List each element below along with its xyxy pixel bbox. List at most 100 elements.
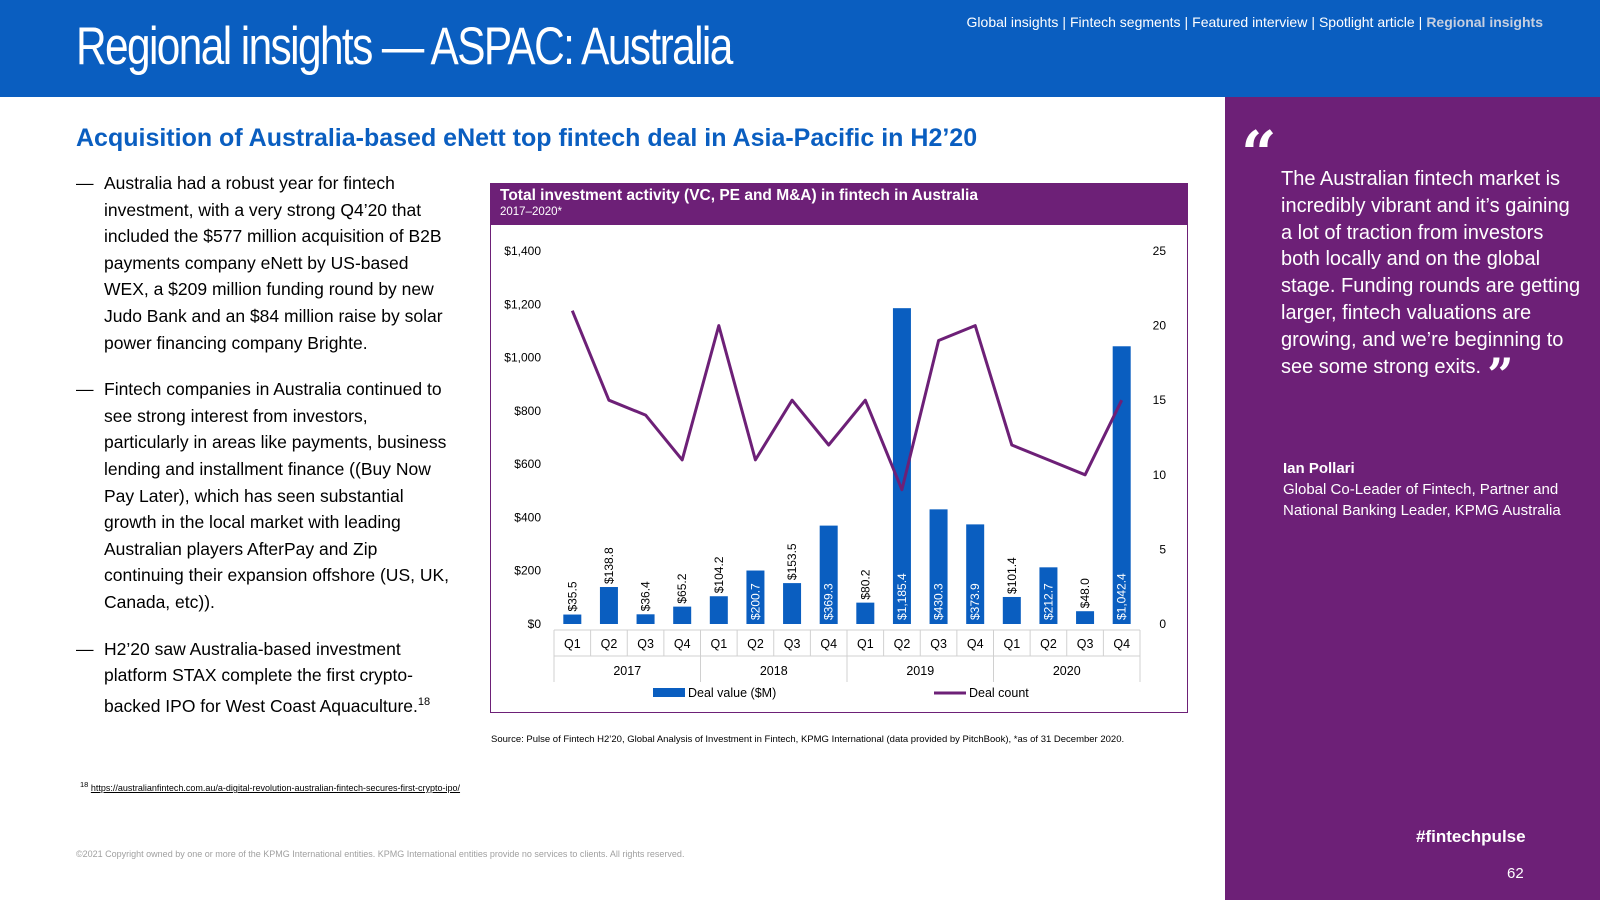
x-tick-label: Q3 bbox=[930, 637, 947, 651]
y-right-tick-label: 20 bbox=[1153, 319, 1167, 333]
nav-regional-insights[interactable]: Regional insights bbox=[1426, 14, 1543, 30]
bar bbox=[599, 587, 618, 624]
bar-value-label: $1,042.4 bbox=[1115, 573, 1129, 620]
legend-line-label: Deal count bbox=[969, 686, 1029, 700]
bullet-text: H2’20 saw Australia-based investment pla… bbox=[104, 638, 418, 716]
nav-spotlight-article[interactable]: Spotlight article bbox=[1318, 14, 1415, 30]
page-title: Regional insights — ASPAC: Australia bbox=[76, 17, 733, 76]
x-tick-label: Q2 bbox=[747, 637, 764, 651]
open-quote-icon: “ bbox=[1241, 117, 1277, 190]
y-left-tick-label: $0 bbox=[528, 617, 542, 631]
bar-value-label: $80.2 bbox=[858, 569, 872, 599]
y-left-tick-label: $1,000 bbox=[504, 351, 541, 365]
bar bbox=[1039, 567, 1058, 624]
nav-separator: | bbox=[1311, 14, 1315, 30]
chart-title: Total investment activity (VC, PE and M&… bbox=[500, 187, 978, 204]
x-tick-label: Q1 bbox=[710, 637, 727, 651]
y-left-tick-label: $800 bbox=[514, 404, 541, 418]
bar bbox=[856, 602, 875, 624]
chart-header: Total investment activity (VC, PE and M&… bbox=[491, 184, 1187, 225]
x-tick-label: Q2 bbox=[894, 637, 911, 651]
bar-value-label: $430.3 bbox=[932, 583, 946, 620]
bar-value-label: $104.2 bbox=[712, 556, 726, 593]
bar bbox=[929, 509, 948, 624]
x-tick-label: Q4 bbox=[820, 637, 837, 651]
y-left-tick-label: $600 bbox=[514, 457, 541, 471]
bar bbox=[966, 524, 985, 624]
nav-separator: | bbox=[1184, 14, 1189, 30]
x-tick-label: Q1 bbox=[564, 637, 581, 651]
x-tick-label: Q3 bbox=[784, 637, 801, 651]
x-tick-label: Q2 bbox=[601, 637, 618, 651]
bar bbox=[563, 614, 582, 624]
bar bbox=[1002, 596, 1021, 624]
footnote-ref[interactable]: 18 bbox=[417, 695, 431, 708]
y-right-tick-label: 10 bbox=[1153, 468, 1167, 482]
bar-value-label: $65.2 bbox=[675, 573, 689, 603]
bar-value-label: $153.5 bbox=[785, 543, 799, 580]
bar-value-label: $138.8 bbox=[602, 547, 616, 584]
x-year-label: 2018 bbox=[760, 664, 788, 678]
x-year-label: 2017 bbox=[613, 664, 641, 678]
bullet-list: — Australia had a robust year for fintec… bbox=[76, 170, 456, 739]
nav-fintech-segments[interactable]: Fintech segments bbox=[1070, 14, 1181, 30]
legend-bar-label: Deal value ($M) bbox=[688, 686, 776, 700]
x-tick-label: Q3 bbox=[637, 637, 654, 651]
x-year-label: 2020 bbox=[1053, 664, 1081, 678]
bar bbox=[746, 570, 765, 624]
bar bbox=[819, 525, 838, 624]
x-tick-label: Q1 bbox=[1003, 637, 1020, 651]
nav-separator: | bbox=[1418, 14, 1423, 30]
x-tick-label: Q4 bbox=[1113, 637, 1130, 651]
quote-text: The Australian fintech market is incredi… bbox=[1281, 166, 1581, 398]
source-note: Source: Pulse of Fintech H2’20, Global A… bbox=[491, 734, 1125, 745]
bar-value-label: $200.7 bbox=[748, 583, 762, 620]
x-tick-label: Q4 bbox=[967, 637, 984, 651]
page-number: 62 bbox=[1507, 865, 1524, 882]
quote-body: The Australian fintech market is incredi… bbox=[1281, 168, 1581, 378]
top-navigation: Global insights | Fintech segments | Feature… bbox=[967, 14, 1543, 30]
y-right-tick-label: 0 bbox=[1159, 617, 1166, 631]
bullet-dash: — bbox=[76, 638, 94, 659]
header-banner: Regional insights — ASPAC: Australia Glo… bbox=[0, 0, 1600, 97]
investment-chart: $0 $200 $400 $600 $800 $1,000 $1,200 $1,400 0 5 10… bbox=[490, 183, 1188, 713]
bullet-item: — Fintech companies in Australia continu… bbox=[76, 376, 456, 615]
x-tick-label: Q4 bbox=[674, 637, 691, 651]
y-right-tick-label: 15 bbox=[1153, 393, 1167, 407]
copyright-text: ©2021 Copyright owned by one or more of … bbox=[76, 849, 685, 859]
bar bbox=[636, 614, 655, 624]
bar bbox=[709, 596, 728, 624]
bullet-dash: — bbox=[76, 379, 94, 400]
bar-value-label: $48.0 bbox=[1078, 578, 1092, 608]
legend-bar-swatch bbox=[653, 688, 685, 697]
hashtag[interactable]: #fintechpulse bbox=[1416, 827, 1526, 846]
bar bbox=[1076, 611, 1095, 624]
bullet-text: Fintech companies in Australia continued… bbox=[104, 379, 450, 612]
y-left-tick-label: $1,400 bbox=[504, 244, 541, 258]
bullet-item: — H2’20 saw Australia-based investment p… bbox=[76, 636, 456, 720]
bar bbox=[892, 308, 911, 624]
x-tick-label: Q3 bbox=[1077, 637, 1094, 651]
quote-author-name: Ian Pollari bbox=[1283, 460, 1355, 477]
chart-canvas: $0 $200 $400 $600 $800 $1,000 $1,200 $1,400 0 5 10… bbox=[504, 244, 1167, 700]
bullet-dash: — bbox=[76, 173, 94, 193]
x-tick-label: Q2 bbox=[1040, 637, 1057, 651]
chart-subtitle: 2017–2020* bbox=[500, 206, 563, 218]
quote-sidebar: “ The Australian fintech market is incre… bbox=[1225, 97, 1600, 900]
bar-value-label: $373.9 bbox=[968, 583, 982, 620]
nav-featured-interview[interactable]: Featured interview bbox=[1192, 14, 1308, 30]
bar bbox=[673, 606, 692, 624]
deal-count-line bbox=[570, 310, 1124, 492]
nav-global-insights[interactable]: Global insights bbox=[966, 14, 1059, 30]
bar-value-label: $212.7 bbox=[1041, 583, 1055, 620]
section-headline: Acquisition of Australia-based eNett top… bbox=[76, 124, 978, 152]
bullet-text: Australia had a robust year for fintech … bbox=[104, 173, 443, 353]
footnote-link[interactable]: https://australianfintech.com.au/a-digit… bbox=[90, 783, 461, 793]
footnote: 18 https://australianfintech.com.au/a-di… bbox=[80, 780, 460, 793]
y-left-tick-label: $400 bbox=[514, 510, 541, 524]
y-left-tick-label: $1,200 bbox=[504, 297, 541, 311]
quote-author-role: Global Co-Leader of Fintech, Partner and… bbox=[1283, 481, 1561, 519]
nav-separator: | bbox=[1062, 14, 1066, 30]
y-right-tick-label: 25 bbox=[1153, 244, 1167, 258]
bar bbox=[1112, 346, 1131, 624]
